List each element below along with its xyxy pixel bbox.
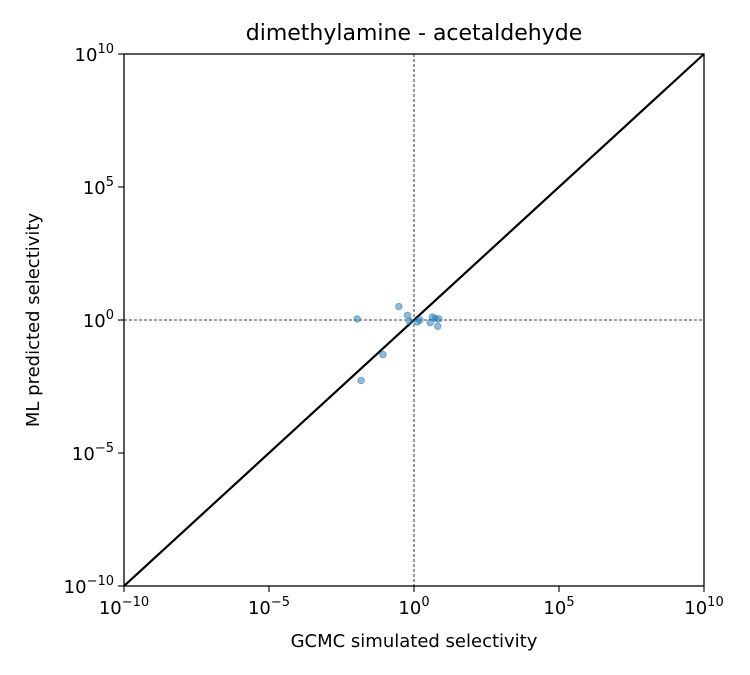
y-tick-label: 100 (83, 308, 114, 332)
y-tick-label: 10−10 (64, 574, 114, 598)
data-point (435, 315, 443, 323)
data-point (353, 315, 361, 323)
x-axis-label: GCMC simulated selectivity (291, 631, 538, 652)
data-point (434, 322, 442, 330)
y-tick-label: 105 (83, 175, 114, 199)
x-tick-label: 100 (398, 595, 429, 619)
data-point (416, 316, 424, 324)
data-point (379, 350, 387, 359)
data-point (357, 376, 365, 385)
y-axis-label: ML predicted selectivity (23, 213, 44, 428)
parity-line (123, 53, 705, 587)
x-tick-label: 10−10 (99, 595, 149, 619)
x-tick-label: 10−5 (248, 595, 290, 619)
chart-title: dimethylamine - acetaldehyde (246, 21, 582, 46)
data-point (405, 317, 414, 325)
y-tick-label: 1010 (75, 42, 114, 66)
axis-ticks: 10−10 10−5 100 105 1010 10−10 10−5 100 105 1010 (64, 42, 724, 619)
x-tick-label: 1010 (684, 595, 723, 619)
data-point (395, 302, 403, 311)
x-tick-label: 105 (543, 595, 574, 619)
y-tick-label: 10−5 (72, 441, 114, 465)
plot-area (123, 53, 705, 587)
